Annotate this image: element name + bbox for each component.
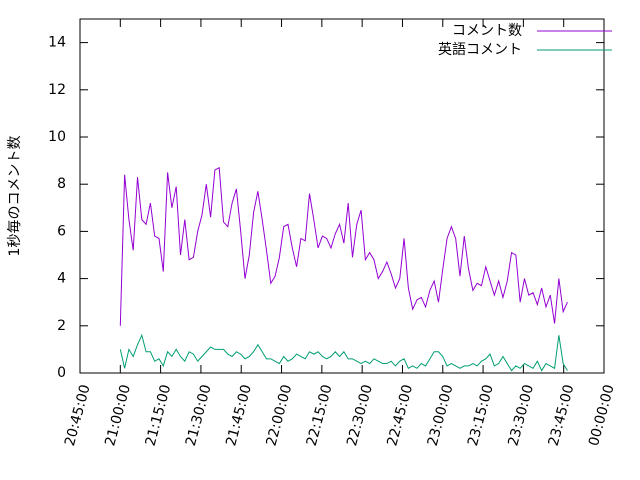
x-tick-label: 21:15:00 bbox=[143, 383, 175, 448]
plot-frame bbox=[79, 18, 605, 374]
x-tick-label: 22:00:00 bbox=[264, 383, 296, 448]
y-tick-label: 4 bbox=[57, 271, 66, 287]
series-line bbox=[119, 166, 568, 326]
x-tick-label: 23:45:00 bbox=[546, 383, 578, 448]
x-tick-label: 22:45:00 bbox=[384, 383, 416, 448]
x-tick-label: 20:45:00 bbox=[62, 383, 94, 448]
x-tick-label: 23:00:00 bbox=[425, 383, 457, 448]
x-tick-label: 22:15:00 bbox=[304, 383, 336, 448]
x-tick-label: 23:30:00 bbox=[505, 383, 537, 448]
y-tick-label: 0 bbox=[57, 365, 66, 381]
y-tick-label: 6 bbox=[57, 223, 66, 239]
series-line bbox=[119, 333, 568, 372]
y-tick-label: 2 bbox=[57, 318, 66, 334]
legend-label: 英語コメント bbox=[438, 41, 522, 58]
y-tick-label: 12 bbox=[48, 82, 66, 98]
x-tick-label: 21:45:00 bbox=[223, 383, 255, 448]
x-tick-label: 23:15:00 bbox=[465, 383, 497, 448]
y-tick-label: 14 bbox=[48, 35, 66, 51]
y-tick-label: 10 bbox=[48, 129, 66, 145]
y-tick-label: 8 bbox=[57, 176, 66, 192]
x-tick-label: 21:30:00 bbox=[183, 383, 215, 448]
y-axis-label: 1秒毎のコメント数 bbox=[7, 136, 23, 257]
x-tick-label: 22:30:00 bbox=[344, 383, 376, 448]
legend-label: コメント数 bbox=[452, 23, 522, 39]
x-tick-label: 21:00:00 bbox=[102, 383, 134, 448]
x-tick-label: 00:00:00 bbox=[586, 383, 618, 448]
